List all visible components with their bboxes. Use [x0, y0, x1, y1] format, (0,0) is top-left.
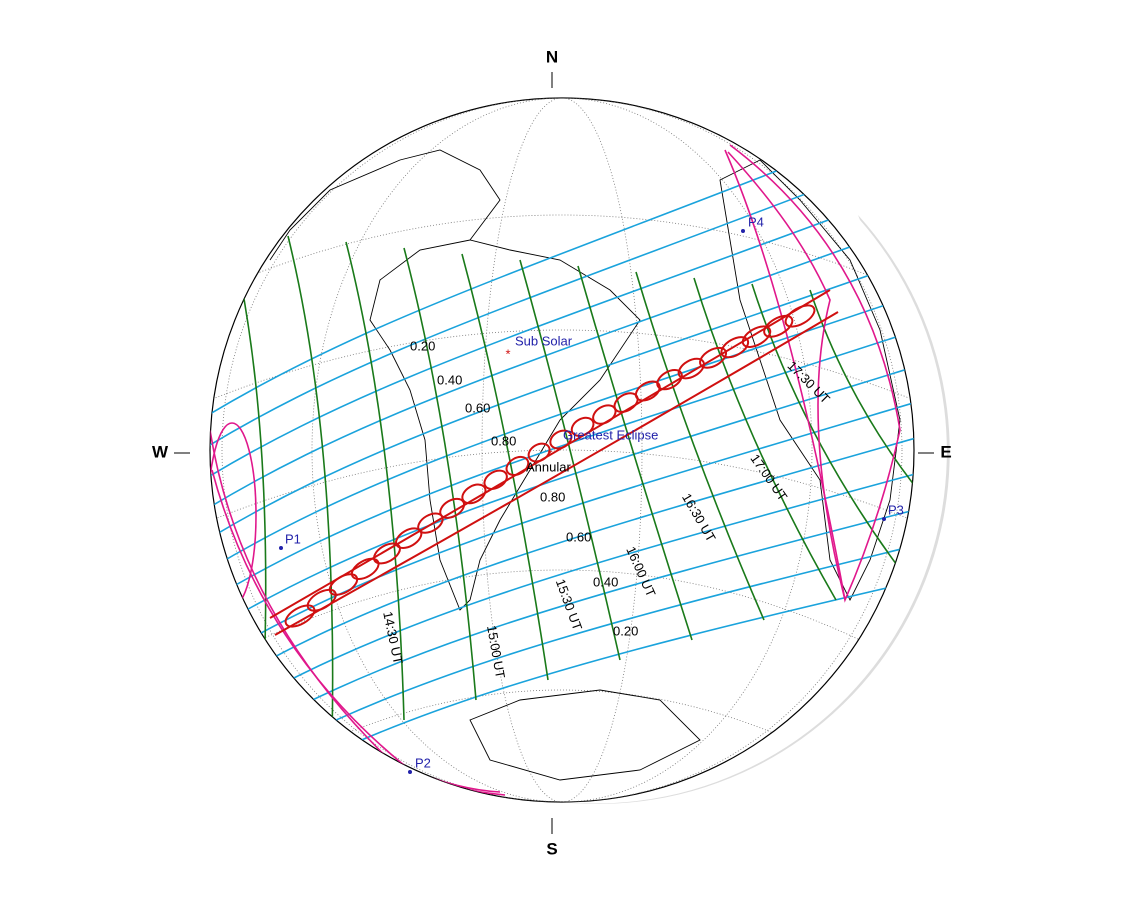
annular-path	[634, 380, 661, 402]
annular-path	[328, 573, 359, 596]
annular-path	[763, 314, 794, 338]
annular-path	[677, 357, 705, 380]
annular-path	[461, 483, 487, 505]
sub-solar-label: Sub Solar	[515, 333, 573, 348]
compass	[174, 72, 934, 834]
time-line	[635, 271, 765, 621]
magnitude-line	[210, 433, 914, 700]
annular-path	[741, 325, 772, 348]
annular-path	[549, 429, 573, 450]
annular-path	[570, 416, 595, 437]
compass-south: S	[546, 839, 557, 858]
graticule	[210, 98, 914, 802]
p3-label: P3	[888, 502, 904, 517]
magnitude-line	[210, 325, 914, 607]
annular-path	[656, 369, 683, 391]
magnitude-line	[210, 181, 914, 483]
p1-dot	[279, 546, 283, 550]
magnitude-line	[210, 145, 914, 452]
annular-path	[720, 336, 750, 359]
magnitude-label: 0.20	[613, 623, 638, 638]
compass-west: W	[152, 442, 169, 461]
magnitude-label: 0.80	[491, 433, 516, 448]
p3-dot	[882, 517, 886, 521]
magnitude-line	[210, 253, 914, 545]
magnitude-label: 0.80	[540, 489, 565, 504]
annular-path	[284, 604, 316, 628]
p1-label: P1	[285, 531, 301, 546]
time-line	[345, 241, 405, 721]
magnitude-line	[210, 361, 914, 638]
p4-dot	[741, 229, 745, 233]
annular-path	[699, 346, 728, 369]
magnitude-line	[210, 217, 914, 514]
magnitude-label: 0.40	[437, 372, 462, 387]
annular-path	[784, 304, 816, 328]
p2-label: P2	[415, 755, 431, 770]
sub-solar-marker: *	[505, 346, 510, 361]
annular-path	[269, 289, 839, 636]
annular-path	[350, 557, 380, 581]
annular-path	[483, 469, 508, 490]
magnitude-label: 0.20	[410, 338, 435, 353]
time-line	[519, 259, 621, 661]
p4-label: P4	[748, 214, 764, 229]
p2-dot	[408, 770, 412, 774]
compass-east: E	[940, 442, 951, 461]
greatest-eclipse-label: Greatest Eclipse	[563, 427, 658, 442]
time-line	[751, 283, 909, 581]
annular-path	[505, 455, 530, 477]
annular-label: Annular	[526, 459, 571, 474]
magnitude-label: 0.60	[465, 400, 490, 415]
time-line	[577, 265, 693, 641]
annular-path	[306, 588, 337, 612]
time-line	[461, 253, 549, 681]
annular-path	[527, 442, 551, 463]
magnitude-line	[210, 289, 914, 576]
magnitude-label: 0.60	[566, 529, 591, 544]
compass-north: N	[546, 47, 558, 66]
time-line	[693, 277, 837, 601]
greatest-eclipse-marker: *	[547, 446, 552, 461]
time-line	[287, 235, 334, 741]
magnitude-label: 0.40	[593, 574, 618, 589]
time-line	[403, 247, 477, 701]
